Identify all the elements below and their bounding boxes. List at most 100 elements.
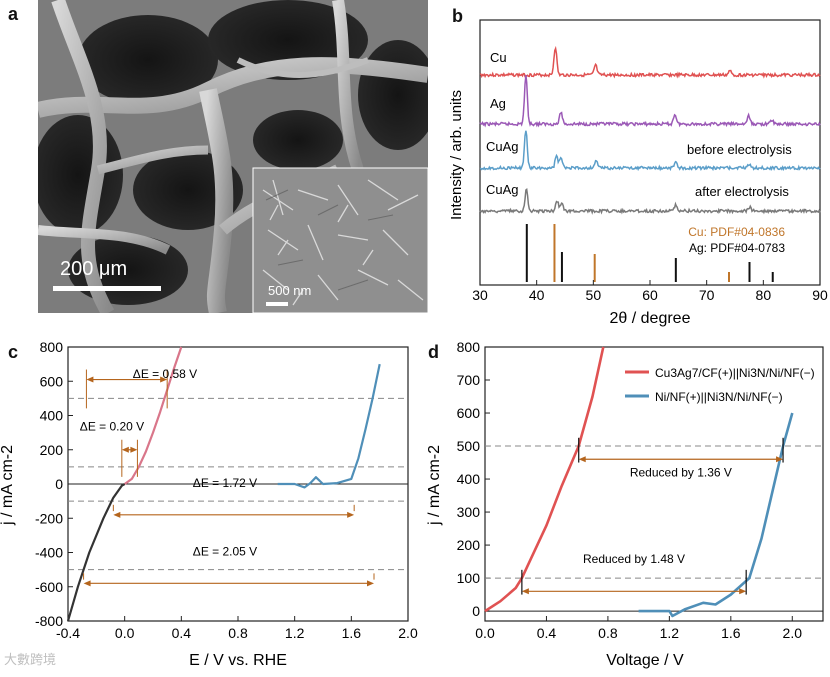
xrd-xtick-label: 50: [586, 287, 602, 303]
d-curve: [638, 412, 794, 618]
xrd-ref-cu-label: Cu: PDF#04-0836: [688, 225, 785, 239]
c-ylabel: j / mA cm-2: [0, 445, 16, 526]
c-xtick-label: 1.2: [285, 625, 305, 641]
c-delta-arrow-head-left: [121, 446, 129, 453]
d-reduce-arrow-head-right: [739, 588, 747, 595]
c-xtick-label: 1.6: [342, 625, 362, 641]
xrd-label-ag: Ag: [490, 96, 506, 111]
c-ytick-label: -200: [35, 510, 63, 526]
c-ytick-label: 600: [40, 373, 64, 389]
d-xtick-label: 2.0: [783, 625, 803, 641]
d-ytick-label: 400: [457, 471, 481, 487]
d-xtick-label: 1.6: [721, 625, 741, 641]
c-delta-arrow-head-right: [130, 446, 138, 453]
d-ytick-label: 800: [457, 339, 481, 355]
c-xtick-label: -0.4: [56, 625, 80, 641]
d-reduce-label: Reduced by 1.48 V: [583, 552, 685, 566]
c-xtick-label: 0.8: [228, 625, 248, 641]
lsv-chart-d: 0.0 0.4 0.8 1.2 1.6 2.0 800 700 600 500 400 300 200 1…: [425, 335, 830, 672]
panel-c-letter: c: [8, 342, 19, 362]
d-legend-label: Ni/NF(+)||Ni3N/Ni/NF(−): [655, 390, 783, 404]
d-xlabel: Voltage / V: [606, 652, 684, 669]
scale-bar-inset-label: 500 nm: [268, 283, 312, 298]
c-xtick-label: 0.4: [172, 625, 192, 641]
c-ytick-label: 0: [55, 476, 63, 492]
d-xtick-label: 0.8: [598, 625, 618, 641]
c-delta-arrow-head-left: [83, 580, 91, 587]
c-ytick-label: -600: [35, 579, 63, 595]
xrd-label-cuag-before: CuAg: [486, 139, 519, 154]
xrd-xtick-label: 90: [812, 287, 828, 303]
d-reduce-label: Reduced by 1.36 V: [630, 465, 732, 479]
c-delta-arrow-head-left: [86, 376, 94, 383]
xrd-xtick-label: 80: [756, 287, 772, 303]
d-curve: [484, 346, 605, 613]
c-curve: [66, 483, 126, 622]
c-delta-label: ΔE = 0.20 V: [80, 419, 144, 433]
sem-inset: [252, 167, 428, 313]
c-delta-arrow-head-right: [367, 580, 374, 587]
c-curve: [124, 346, 183, 485]
xrd-note-after: after electrolysis: [695, 184, 789, 199]
xrd-label-cu: Cu: [490, 50, 507, 65]
d-reduce-arrow-head-right: [776, 456, 784, 463]
lsv-d-svg: 0.0 0.4 0.8 1.2 1.6 2.0 800 700 600 500 400 300 200 1…: [426, 339, 824, 669]
scale-bar-main-label: 200 μm: [60, 258, 128, 280]
d-frame: [484, 346, 824, 622]
xrd-ref-ag-label: Ag: PDF#04-0783: [689, 241, 785, 255]
xrd-trace: [479, 130, 821, 172]
c-xtick-label: 0.0: [115, 625, 135, 641]
c-delta-arrow-head-left: [113, 511, 121, 518]
c-xlabel: E / V vs. RHE: [189, 652, 287, 669]
watermark: 大數跨境: [4, 652, 57, 667]
xrd-xtick-label: 60: [642, 287, 658, 303]
c-delta-label: ΔE = 1.72 V: [193, 476, 257, 490]
d-legend-label: Cu3Ag7/CF(+)||Ni3N/Ni/NF(−): [655, 366, 815, 380]
c-ytick-label: -800: [35, 613, 63, 629]
xrd-label-cuag-after: CuAg: [486, 182, 519, 197]
xrd-xtick-label: 40: [529, 287, 545, 303]
d-xtick-label: 0.0: [475, 625, 495, 641]
xrd-note-before: before electrolysis: [687, 142, 792, 157]
scale-bar-inset: [266, 302, 288, 306]
sem-image: 200 μm 500 nm: [38, 0, 428, 313]
lsv-chart-c: -0.4 0.0 0.4 0.8 1.2 1.6 2.0 800 600 400 200 0 -200 -…: [0, 335, 425, 672]
d-ytick-label: 300: [457, 504, 481, 520]
c-xtick-label: 2.0: [398, 625, 418, 641]
scale-bar-main: [53, 286, 161, 291]
c-ytick-label: 400: [40, 408, 64, 424]
c-delta-label: ΔE = 0.58 V: [133, 367, 197, 381]
xrd-ylabel: Intensity / arb. units: [448, 90, 465, 220]
c-ytick-label: -400: [35, 545, 63, 561]
xrd-chart: 30 40 50 60 70 80 90 Cu: PDF#04-0836 Ag: PDF#0…: [440, 0, 830, 335]
xrd-svg: 30 40 50 60 70 80 90 Cu: PDF#04-0836 Ag: PDF#0…: [448, 19, 828, 327]
lsv-c-svg: -0.4 0.0 0.4 0.8 1.2 1.6 2.0 800 600 400 200 0 -200 -…: [0, 339, 418, 669]
c-curve: [277, 363, 381, 489]
d-ytick-label: 600: [457, 405, 481, 421]
d-ytick-label: 0: [472, 603, 480, 619]
d-ylabel: j / mA cm-2: [426, 445, 443, 526]
d-ytick-label: 500: [457, 438, 481, 454]
c-delta-arrow-head-right: [160, 376, 168, 383]
sem-foam-illustration: [38, 0, 428, 313]
xrd-xtick-label: 70: [699, 287, 715, 303]
xrd-trace: [479, 45, 821, 79]
panel-b-letter: b: [452, 6, 463, 26]
c-ytick-label: 200: [40, 442, 64, 458]
d-reduce-arrow-head-left: [521, 588, 529, 595]
d-ytick-label: 700: [457, 372, 481, 388]
c-ytick-label: 800: [40, 339, 64, 355]
xrd-xtick-label: 30: [472, 287, 488, 303]
c-delta-label: ΔE = 2.05 V: [193, 544, 257, 558]
xrd-trace: [479, 75, 821, 128]
d-ytick-label: 100: [457, 570, 481, 586]
xrd-xlabel: 2θ / degree: [610, 310, 691, 327]
panel-d-letter: d: [428, 342, 439, 362]
panel-a-letter: a: [8, 4, 19, 24]
xrd-trace: [479, 188, 821, 215]
c-delta-arrow-head-right: [347, 511, 355, 518]
d-ytick-label: 200: [457, 537, 481, 553]
d-reduce-arrow-head-left: [578, 456, 586, 463]
d-xtick-label: 0.4: [537, 625, 557, 641]
d-xtick-label: 1.2: [660, 625, 680, 641]
